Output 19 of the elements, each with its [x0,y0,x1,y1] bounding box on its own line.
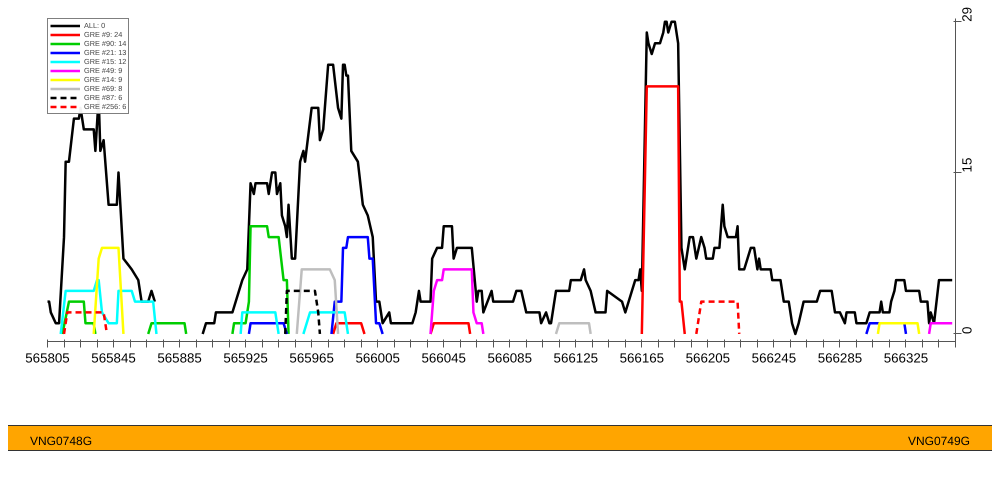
x-tick-label: 565845 [91,350,136,366]
x-tick-label: 566045 [421,350,466,366]
x-tick-label: 566125 [554,350,598,366]
x-tick-label: 565965 [289,350,334,366]
x-tick-label: 566325 [884,350,928,366]
x-tick-label: 565885 [157,350,202,366]
y-tick-label: 15 [960,158,974,172]
x-tick-label: 566005 [355,350,400,366]
x-tick-label: 566165 [620,350,664,366]
x-tick-label: 566245 [752,350,796,366]
y-tick-label: 0 [960,326,974,334]
x-tick-label: 565805 [25,350,70,366]
y-tick-label: 29 [960,6,974,22]
x-tick-label: 566085 [488,350,532,366]
text: VNG0748G [30,432,92,450]
x-tick-label: 565925 [223,350,268,366]
x-tick-label: 566285 [818,350,862,366]
x-tick-label: 566205 [686,350,730,366]
text: VNG0749G [908,432,970,450]
